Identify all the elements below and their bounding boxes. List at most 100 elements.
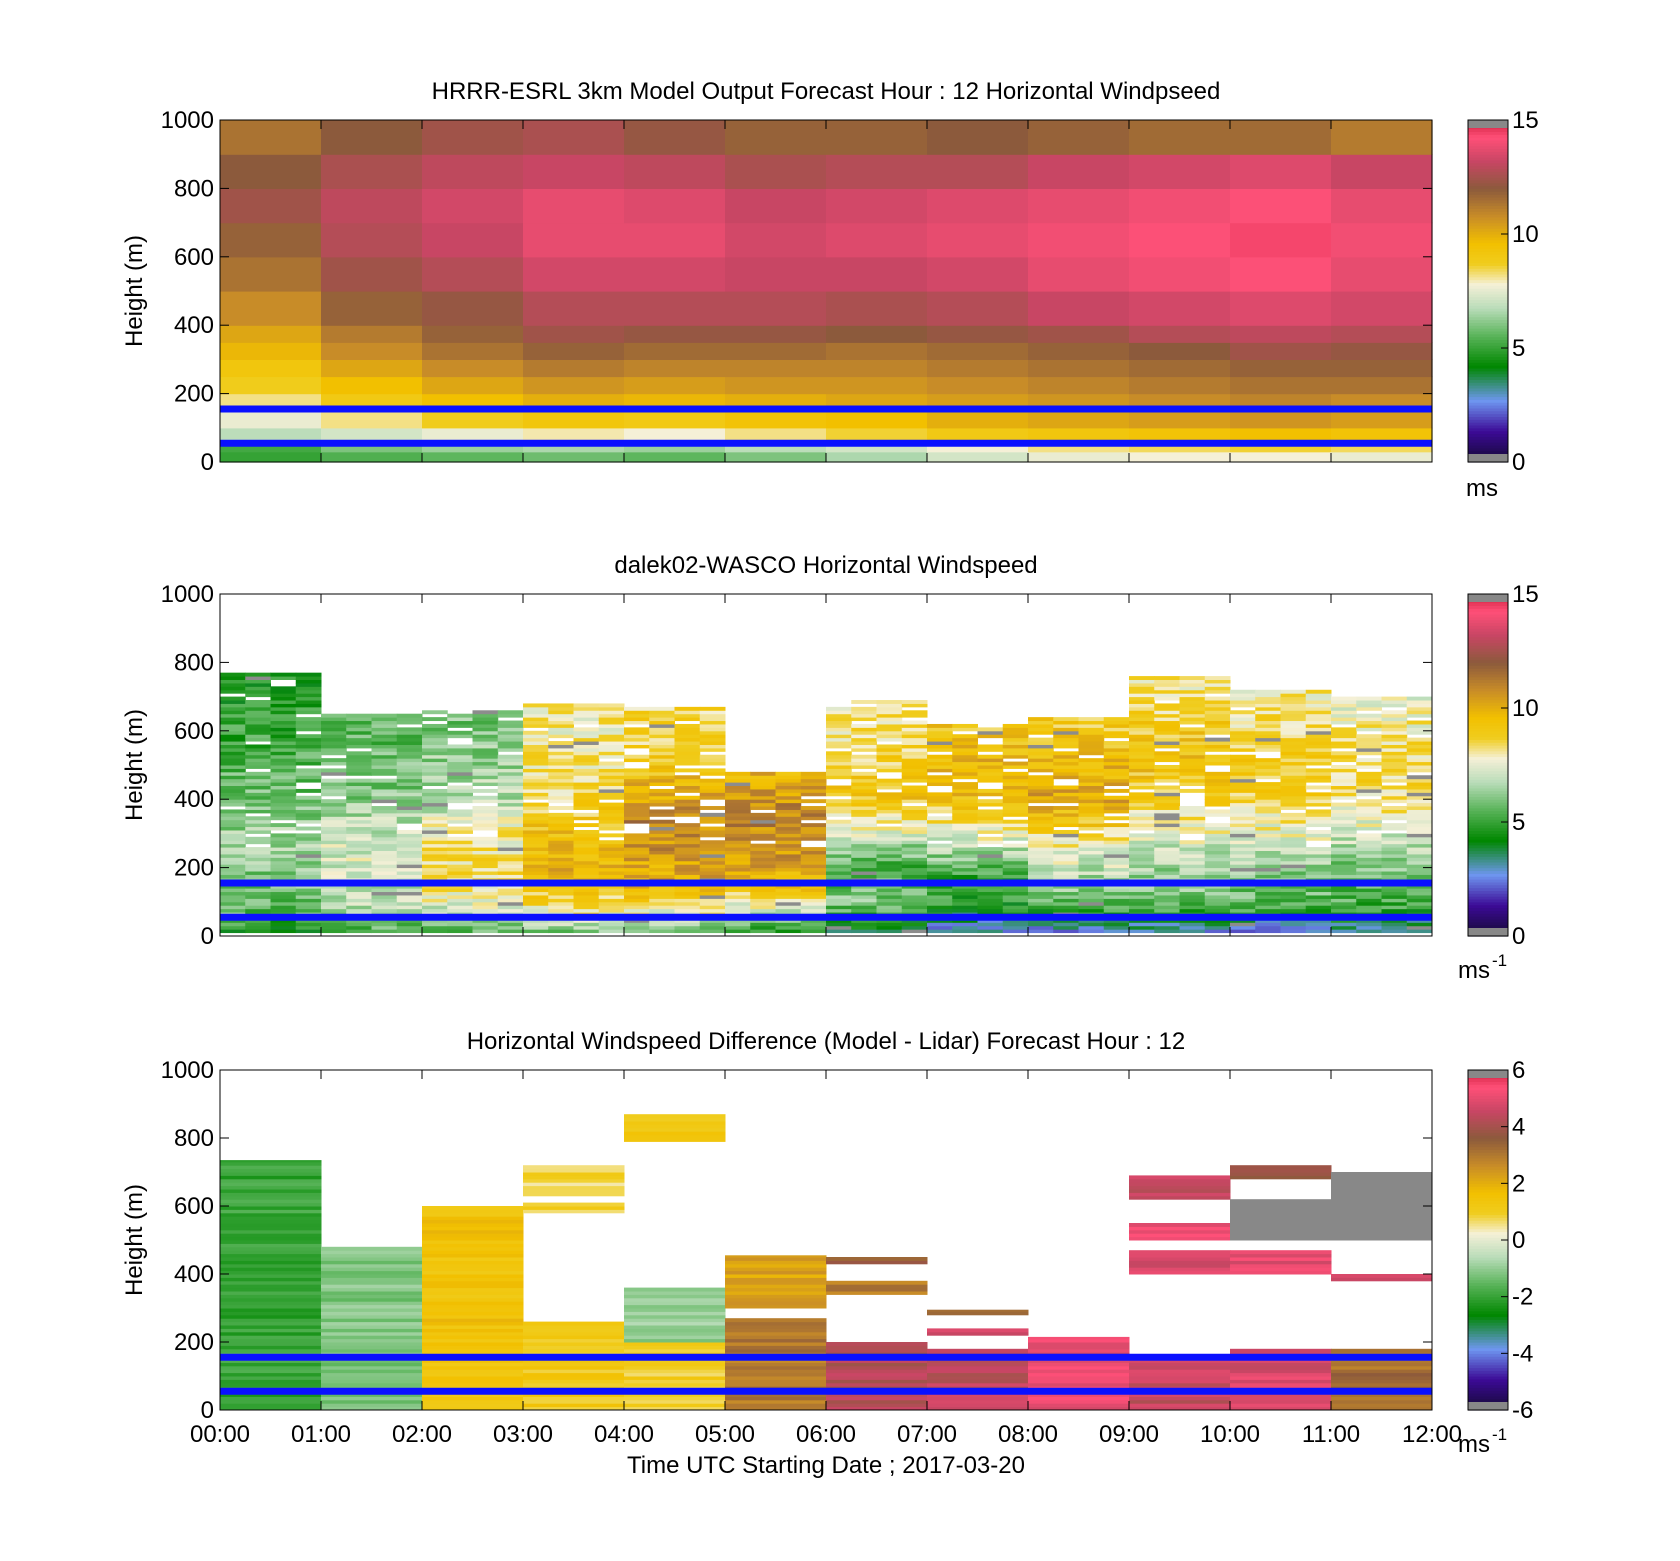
heatmap-cell (270, 888, 297, 893)
heatmap-cell (573, 812, 600, 817)
colorbar-cell (1468, 1237, 1508, 1241)
heatmap-cell (1028, 785, 1054, 790)
heatmap-cell (548, 929, 574, 934)
heatmap-cell (1103, 802, 1130, 807)
heatmap-cell (321, 761, 347, 766)
heatmap-cell (1154, 802, 1180, 807)
heatmap-cell (624, 768, 650, 773)
heatmap-cell (1331, 1223, 1433, 1227)
heatmap-cell (245, 891, 271, 896)
colorbar-frame (1467, 593, 1509, 937)
heatmap-cell (725, 1372, 827, 1377)
heatmap-cell (1179, 864, 1206, 869)
heatmap-cell (396, 871, 423, 875)
heatmap-cell (1002, 867, 1029, 872)
heatmap-cell (422, 898, 448, 903)
heatmap-cell (649, 905, 675, 910)
heatmap-cell (927, 754, 953, 759)
heatmap-cell (346, 871, 372, 875)
heatmap-cell (523, 1365, 625, 1370)
colorbar-cell (1468, 262, 1508, 266)
heatmap-cell (1331, 901, 1357, 906)
heatmap-cell (851, 860, 877, 865)
heatmap-cell (1154, 720, 1180, 725)
heatmap-cell (674, 864, 701, 869)
heatmap-cell (1129, 1369, 1231, 1374)
heatmap-cell (901, 720, 928, 725)
heatmap-cell (725, 1255, 827, 1258)
heatmap-cell (1381, 806, 1408, 810)
heatmap-cell (699, 857, 726, 862)
heatmap-cell (523, 710, 549, 715)
heatmap-cell (1331, 325, 1433, 343)
heatmap-cell (1129, 723, 1155, 728)
heatmap-cell (1078, 802, 1105, 807)
heatmap-cell (1002, 901, 1029, 906)
heatmap-cell (1129, 1233, 1231, 1238)
heatmap-cell (977, 898, 1004, 903)
colorbar-cell (1468, 907, 1508, 911)
heatmap-cell (523, 761, 549, 766)
heatmap-cell (1230, 717, 1256, 722)
heatmap-cell (649, 720, 675, 725)
heatmap-cell (1280, 734, 1307, 739)
heatmap-cell (1078, 720, 1105, 725)
heatmap-cell (497, 929, 524, 934)
heatmap-cell (1154, 908, 1180, 913)
heatmap-cell (321, 427, 423, 443)
heatmap-cell (1381, 843, 1408, 848)
heatmap-cell (1179, 894, 1206, 899)
heatmap-cell (523, 1192, 625, 1197)
heatmap-cell (826, 1376, 928, 1380)
heatmap-cell (220, 754, 246, 759)
heatmap-cell (220, 1399, 322, 1404)
heatmap-cell (1280, 689, 1307, 694)
colorbar-cell (1468, 713, 1508, 718)
heatmap-cell (927, 929, 953, 934)
heatmap-cell (523, 703, 549, 708)
heatmap-cell (1078, 901, 1105, 906)
heatmap-cell (624, 720, 650, 725)
colorbar-cell (1468, 1387, 1508, 1391)
heatmap-cell (1381, 720, 1408, 725)
heatmap-cell (977, 922, 1004, 927)
colorbar-cell (1468, 1155, 1508, 1159)
heatmap-cell (346, 905, 372, 910)
heatmap-cell (447, 812, 473, 817)
heatmap-cell (674, 788, 701, 793)
heatmap-cell (447, 717, 473, 722)
heatmap-cell (1204, 929, 1231, 934)
heatmap-cell (952, 737, 978, 742)
heatmap-cell (674, 867, 701, 872)
heatmap-cell (220, 1280, 322, 1285)
heatmap-cell (396, 891, 423, 896)
heatmap-cell (321, 806, 347, 810)
heatmap-cell (371, 929, 398, 934)
heatmap-cell (270, 850, 297, 855)
heatmap-cell (1230, 788, 1256, 793)
heatmap-cell (220, 1308, 322, 1312)
colorbar-cell (1468, 605, 1508, 609)
heatmap-cell (1028, 1379, 1130, 1384)
heatmap-cell (1154, 819, 1180, 824)
colorbar-cell (1468, 819, 1508, 823)
heatmap-cell (1255, 727, 1281, 732)
heatmap-cell (1230, 1175, 1332, 1180)
heatmap-cell (851, 853, 877, 858)
heatmap-cell (270, 672, 297, 677)
colorbar-cell (1468, 182, 1508, 187)
heatmap-cell (1305, 737, 1332, 742)
colorbar-cell (1468, 710, 1508, 715)
heatmap-cell (1280, 929, 1307, 934)
heatmap-cell (624, 1138, 726, 1142)
heatmap-cell (1028, 823, 1054, 828)
heatmap-cell (346, 816, 372, 821)
heatmap-cell (876, 860, 903, 865)
heatmap-cell (1028, 843, 1054, 848)
heatmap-cell (1356, 723, 1382, 728)
heatmap-cell (826, 410, 928, 429)
heatmap-cell (851, 778, 877, 783)
heatmap-cell (523, 1178, 625, 1183)
heatmap-cell (750, 816, 776, 821)
heatmap-cell (1179, 812, 1206, 817)
